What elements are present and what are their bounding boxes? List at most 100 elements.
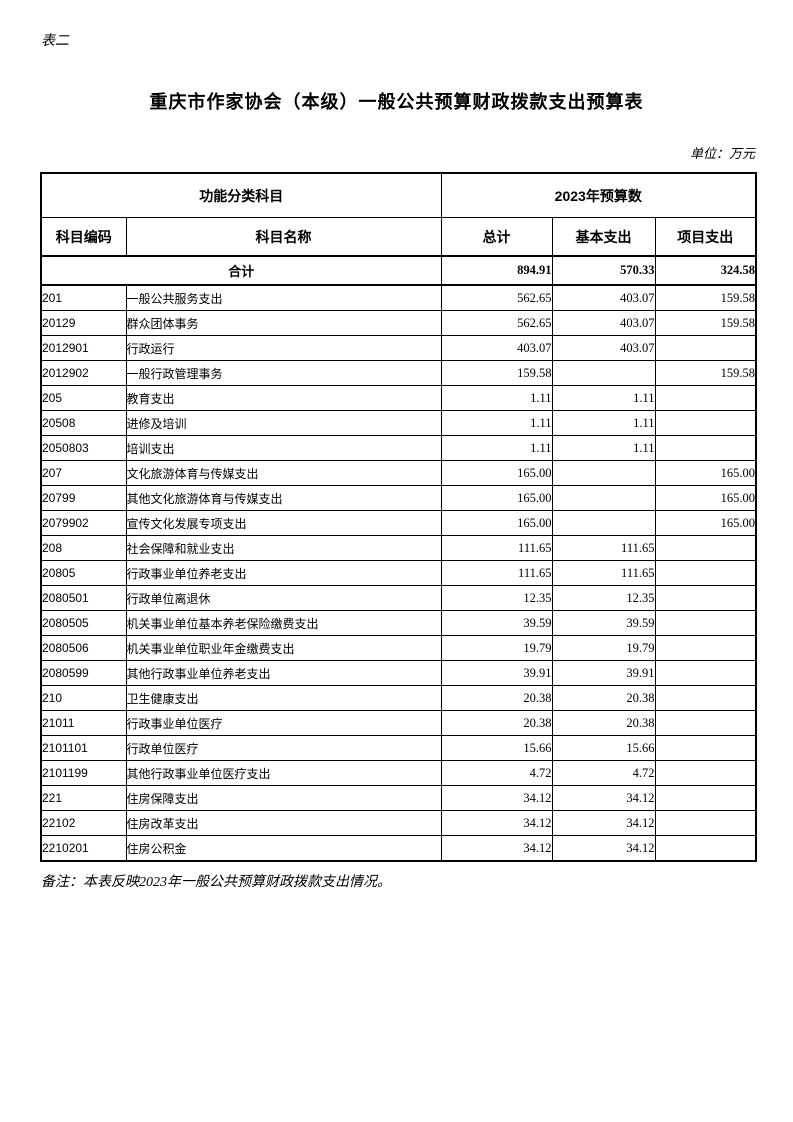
subject-code-cell: 20508 xyxy=(40,410,127,436)
basic-cell: 12.35 xyxy=(551,585,656,611)
table-row: 21011 行政事业单位医疗 20.38 20.38 xyxy=(40,710,757,736)
basic-cell: 1.11 xyxy=(551,385,656,411)
project-cell xyxy=(654,585,757,611)
header-function-category: 功能分类科目 xyxy=(40,172,442,218)
project-cell xyxy=(654,435,757,461)
total-cell: 20.38 xyxy=(440,685,553,711)
table-row: 201 一般公共服务支出 562.65 403.07 159.58 xyxy=(40,284,757,311)
project-cell: 165.00 xyxy=(654,510,757,536)
subject-name-cell: 机关事业单位基本养老保险缴费支出 xyxy=(125,610,442,636)
project-cell xyxy=(654,560,757,586)
basic-cell xyxy=(551,460,656,486)
project-cell xyxy=(654,410,757,436)
subject-code-cell: 2079902 xyxy=(40,510,127,536)
table-row: 221 住房保障支出 34.12 34.12 xyxy=(40,785,757,811)
budget-table: 功能分类科目 2023年预算数 科目编码 科目名称 总计 基本支出 项目支出 合… xyxy=(40,172,758,862)
total-cell: 34.12 xyxy=(440,810,553,836)
basic-cell: 111.65 xyxy=(551,560,656,586)
col-header-total: 总计 xyxy=(440,217,553,257)
total-cell: 19.79 xyxy=(440,635,553,661)
total-cell: 12.35 xyxy=(440,585,553,611)
header-columns-row: 科目编码 科目名称 总计 基本支出 项目支出 xyxy=(40,217,757,257)
subject-name-cell: 住房公积金 xyxy=(125,835,442,862)
basic-cell: 111.65 xyxy=(551,535,656,561)
subject-code-cell: 207 xyxy=(40,460,127,486)
basic-cell: 20.38 xyxy=(551,710,656,736)
subject-name-cell: 群众团体事务 xyxy=(125,310,442,336)
basic-cell: 403.07 xyxy=(551,284,656,311)
table-row: 2079902 宣传文化发展专项支出 165.00 165.00 xyxy=(40,510,757,536)
total-cell: 403.07 xyxy=(440,335,553,361)
table-row: 20508 进修及培训 1.11 1.11 xyxy=(40,410,757,436)
subject-code-cell: 21011 xyxy=(40,710,127,736)
basic-cell: 39.91 xyxy=(551,660,656,686)
project-cell xyxy=(654,535,757,561)
subject-name-cell: 机关事业单位职业年金缴费支出 xyxy=(125,635,442,661)
col-header-project-expenditure: 项目支出 xyxy=(654,217,757,257)
total-cell: 15.66 xyxy=(440,735,553,761)
table-row: 2080505 机关事业单位基本养老保险缴费支出 39.59 39.59 xyxy=(40,610,757,636)
subject-code-cell: 20805 xyxy=(40,560,127,586)
table-row: 2101199 其他行政事业单位医疗支出 4.72 4.72 xyxy=(40,760,757,786)
table-row: 2012901 行政运行 403.07 403.07 xyxy=(40,335,757,361)
table-row: 20805 行政事业单位养老支出 111.65 111.65 xyxy=(40,560,757,586)
table-row: 20799 其他文化旅游体育与传媒支出 165.00 165.00 xyxy=(40,485,757,511)
table-row: 2080501 行政单位离退休 12.35 12.35 xyxy=(40,585,757,611)
subject-name-cell: 文化旅游体育与传媒支出 xyxy=(125,460,442,486)
project-cell xyxy=(654,735,757,761)
total-cell: 1.11 xyxy=(440,435,553,461)
table-row: 22102 住房改革支出 34.12 34.12 xyxy=(40,810,757,836)
total-cell: 165.00 xyxy=(440,485,553,511)
basic-cell xyxy=(551,510,656,536)
project-cell xyxy=(654,785,757,811)
subject-name-cell: 行政单位离退休 xyxy=(125,585,442,611)
col-header-subject-name: 科目名称 xyxy=(125,217,442,257)
header-group-row: 功能分类科目 2023年预算数 xyxy=(40,172,757,218)
project-cell: 165.00 xyxy=(654,460,757,486)
project-cell xyxy=(654,660,757,686)
basic-cell: 403.07 xyxy=(551,335,656,361)
subject-code-cell: 2012901 xyxy=(40,335,127,361)
subject-code-cell: 2080501 xyxy=(40,585,127,611)
page-title: 重庆市作家协会（本级）一般公共预算财政拨款支出预算表 xyxy=(149,92,644,112)
subject-code-cell: 2210201 xyxy=(40,835,127,862)
total-row-total: 894.91 xyxy=(440,255,553,286)
subject-code-cell: 2080599 xyxy=(40,660,127,686)
basic-cell: 1.11 xyxy=(551,435,656,461)
basic-cell: 39.59 xyxy=(551,610,656,636)
project-cell xyxy=(654,760,757,786)
table-row: 2101101 行政单位医疗 15.66 15.66 xyxy=(40,735,757,761)
basic-cell: 34.12 xyxy=(551,835,656,862)
subject-code-cell: 2080505 xyxy=(40,610,127,636)
subject-code-cell: 2101101 xyxy=(40,735,127,761)
subject-code-cell: 2101199 xyxy=(40,760,127,786)
project-cell: 159.58 xyxy=(654,360,757,386)
basic-cell: 403.07 xyxy=(551,310,656,336)
project-cell xyxy=(654,610,757,636)
project-cell xyxy=(654,835,757,862)
table-row: 2050803 培训支出 1.11 1.11 xyxy=(40,435,757,461)
basic-cell: 19.79 xyxy=(551,635,656,661)
table-row: 210 卫生健康支出 20.38 20.38 xyxy=(40,685,757,711)
subject-code-cell: 221 xyxy=(40,785,127,811)
total-cell: 34.12 xyxy=(440,835,553,862)
subject-code-cell: 210 xyxy=(40,685,127,711)
total-cell: 562.65 xyxy=(440,310,553,336)
project-cell xyxy=(654,385,757,411)
basic-cell: 34.12 xyxy=(551,810,656,836)
project-cell xyxy=(654,710,757,736)
subject-name-cell: 一般行政管理事务 xyxy=(125,360,442,386)
table-row: 208 社会保障和就业支出 111.65 111.65 xyxy=(40,535,757,561)
col-header-subject-code: 科目编码 xyxy=(40,217,127,257)
subject-code-cell: 2050803 xyxy=(40,435,127,461)
basic-cell: 4.72 xyxy=(551,760,656,786)
subject-code-cell: 2080506 xyxy=(40,635,127,661)
basic-cell xyxy=(551,485,656,511)
table-row: 2080506 机关事业单位职业年金缴费支出 19.79 19.79 xyxy=(40,635,757,661)
unit-label: 单位：万元 xyxy=(689,146,755,161)
basic-cell xyxy=(551,360,656,386)
project-cell: 159.58 xyxy=(654,284,757,311)
subject-name-cell: 一般公共服务支出 xyxy=(125,284,442,311)
subject-name-cell: 进修及培训 xyxy=(125,410,442,436)
col-header-basic-expenditure: 基本支出 xyxy=(551,217,656,257)
